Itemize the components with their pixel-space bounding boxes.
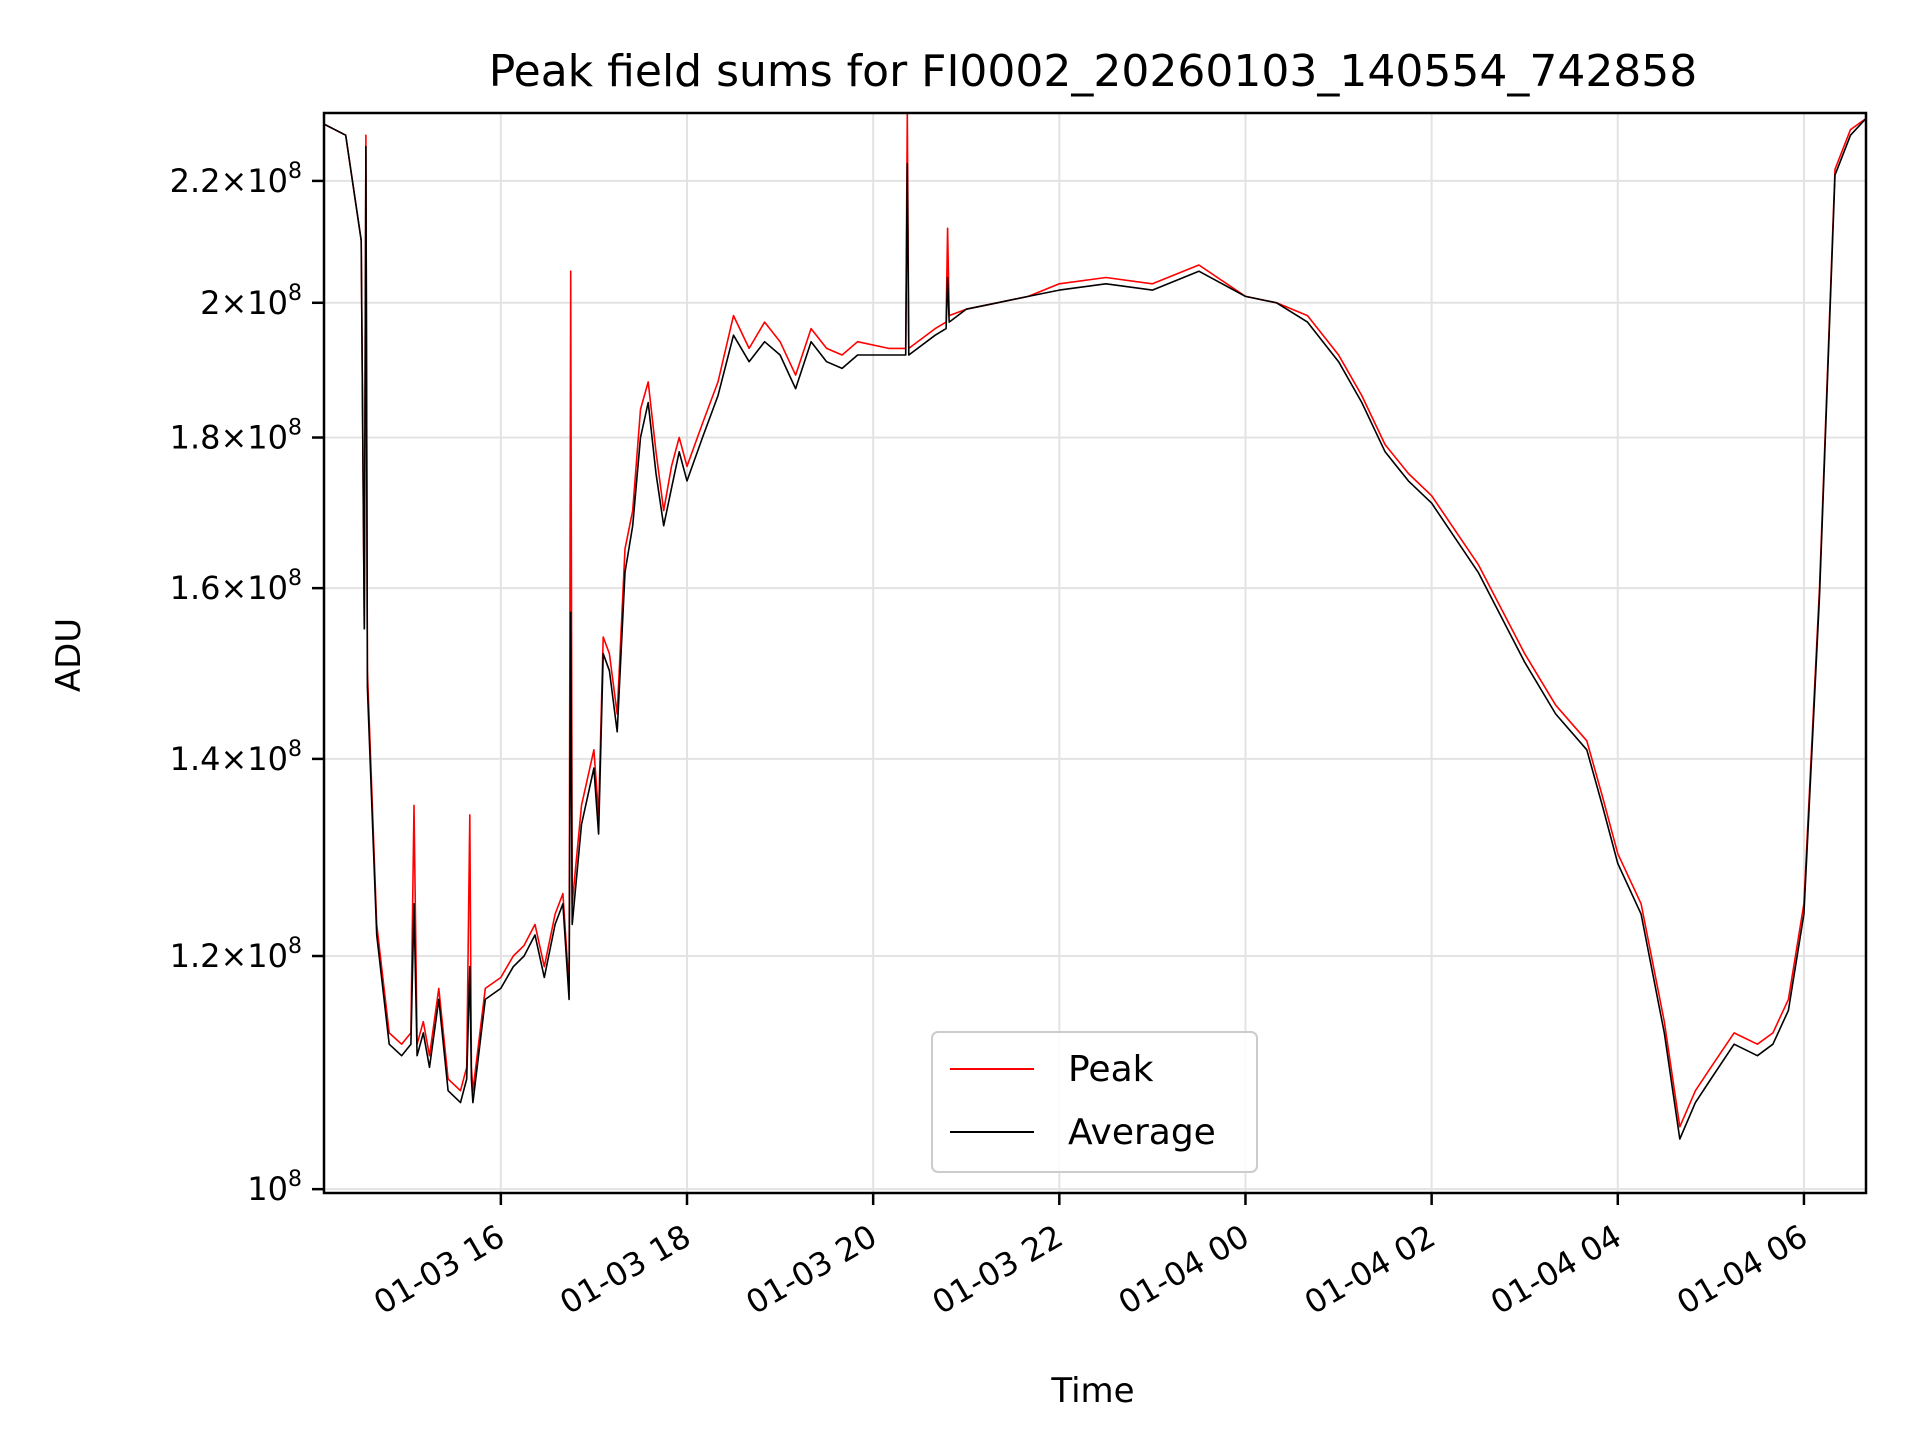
legend-label-peak: Peak <box>1068 1049 1154 1090</box>
y-tick-label: 2×108 <box>200 281 302 322</box>
y-tick-label: 1.4×108 <box>170 737 302 778</box>
x-axis-label: Time <box>1050 1371 1134 1411</box>
legend-label-average: Average <box>1068 1112 1216 1153</box>
y-tick-label: 2.2×108 <box>170 159 302 200</box>
y-tick-label: 1.8×108 <box>170 416 302 457</box>
grid <box>324 113 1866 1193</box>
series-line-peak <box>323 112 1867 1128</box>
y-axis-label: ADU <box>49 618 89 692</box>
y-tick-label: 108 <box>247 1167 302 1208</box>
series-line-average <box>323 117 1867 1140</box>
y-axis: 108 1.2×108 1.4×108 1.6×108 1.8×108 2×108 2.2×… <box>170 159 324 1208</box>
legend: Peak Average <box>931 1031 1258 1173</box>
legend-box <box>931 1031 1258 1173</box>
y-tick-label: 1.2×108 <box>170 934 302 975</box>
chart-title: Peak field sums for FI0002_20260103_1405… <box>489 46 1698 97</box>
y-tick-label: 1.6×108 <box>170 566 302 607</box>
series-layer <box>323 112 1867 1140</box>
plot-frame <box>322 111 1868 1195</box>
